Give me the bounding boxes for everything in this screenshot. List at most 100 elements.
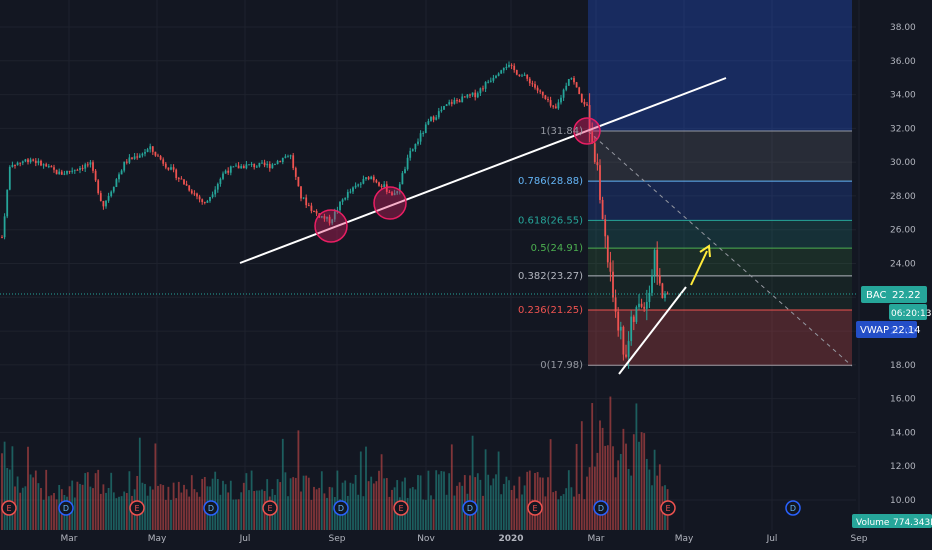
badge-symbol: BAC <box>866 290 887 301</box>
candle-body <box>146 149 149 152</box>
candle-body <box>144 151 146 154</box>
volume-bar <box>214 471 217 530</box>
volume-bar <box>198 496 201 530</box>
candle-body <box>53 167 55 170</box>
support-trendline[interactable] <box>239 77 727 264</box>
volume-bar <box>583 499 586 530</box>
volume-bar <box>523 485 526 530</box>
candle-body <box>664 293 666 299</box>
earnings-marker[interactable]: E <box>262 500 278 516</box>
volume-bar <box>614 477 617 530</box>
time-tick-label: Jul <box>239 534 251 544</box>
volume-bar <box>365 446 367 530</box>
candle-body <box>63 173 66 175</box>
time-axis[interactable]: Mar May Jul Sep Nov 2020 Mar May Jul Sep <box>61 534 868 544</box>
volume-bar <box>482 495 484 530</box>
candle-body <box>97 180 100 194</box>
fib-level-labels: 1(31.84) 0.786(28.88) 0.618(26.55) 0.5(24.9… <box>518 126 583 371</box>
candle-body <box>497 73 500 76</box>
candle-body <box>518 74 521 77</box>
dividend-marker[interactable]: D <box>333 500 349 516</box>
candle-body <box>172 167 175 170</box>
volume-bar <box>549 439 552 530</box>
dividend-marker[interactable]: D <box>462 500 478 516</box>
volume-bar <box>612 446 614 530</box>
candle-body <box>211 194 214 197</box>
candle-body <box>297 176 300 187</box>
touch-point-circle-1[interactable] <box>314 209 348 243</box>
fib-zone-05-0382 <box>588 248 852 276</box>
volume-bar <box>640 432 643 530</box>
projection-arrow[interactable] <box>690 244 711 286</box>
candle-body <box>409 150 412 158</box>
volume-bar <box>349 482 352 530</box>
dividend-marker[interactable]: D <box>203 500 219 516</box>
earnings-marker[interactable]: E <box>1 500 17 516</box>
symbol-price-badge[interactable]: BAC 22.22 <box>861 286 927 303</box>
touch-point-circle-3[interactable] <box>573 117 601 145</box>
rising-support-line[interactable] <box>618 286 687 375</box>
candle-body <box>554 106 557 109</box>
candle-body <box>606 236 609 263</box>
earnings-marker[interactable]: E <box>129 500 145 516</box>
candle-body <box>453 100 456 104</box>
candle-body <box>196 193 198 197</box>
candle-body <box>489 80 492 82</box>
volume-bar <box>313 486 315 530</box>
candle-body <box>253 163 256 168</box>
volume-bar <box>367 481 370 530</box>
volume-bar <box>110 472 113 530</box>
volume-bar <box>625 443 627 530</box>
volume-bar <box>248 490 250 530</box>
vwap-badge[interactable]: VWAP 22.14 <box>856 321 921 338</box>
volume-bar <box>45 469 48 530</box>
volume-bar <box>593 466 596 530</box>
price-axis[interactable]: 10.0012.0014.0016.0018.0020.0022.0024.00… <box>890 23 916 506</box>
price-tick-label: 34.00 <box>890 91 916 101</box>
dividend-marker[interactable]: D <box>593 500 609 516</box>
grid <box>0 0 860 530</box>
candle-body <box>619 326 622 331</box>
candle-body <box>185 184 188 186</box>
candle-body <box>227 170 230 173</box>
candle-body <box>346 192 349 198</box>
candle-body <box>242 166 245 169</box>
earnings-marker[interactable]: E <box>393 500 409 516</box>
candle-body <box>531 83 534 85</box>
candle-body <box>32 159 35 161</box>
volume-bar <box>554 490 557 530</box>
volume-badge[interactable]: Volume 774.343K <box>852 514 932 528</box>
volume-bar <box>409 488 412 530</box>
volume-bar <box>552 492 555 530</box>
volume-bar <box>222 480 224 530</box>
fibonacci-retracement[interactable] <box>588 0 852 366</box>
price-tick-label: 12.00 <box>890 462 916 472</box>
fib-zone-0382-0236 <box>588 276 852 310</box>
volume-bar <box>476 473 479 530</box>
earnings-marker[interactable]: E <box>660 500 676 516</box>
price-tick-label: 30.00 <box>890 158 916 168</box>
candlestick-series <box>1 61 669 369</box>
volume-bar <box>354 474 357 530</box>
dividend-marker[interactable]: D <box>785 500 801 516</box>
volume-bar <box>505 476 508 530</box>
earnings-marker[interactable]: E <box>527 500 543 516</box>
volume-bar <box>281 438 284 530</box>
volume-bar <box>557 499 560 530</box>
volume-bar <box>487 474 490 530</box>
volume-bar <box>73 497 76 530</box>
dividend-marker[interactable]: D <box>58 500 74 516</box>
candle-body <box>328 216 331 224</box>
touch-point-circle-2[interactable] <box>373 186 407 220</box>
time-tick-label: Jul <box>766 534 778 544</box>
candle-body <box>8 166 11 190</box>
candle-body <box>120 170 123 175</box>
candle-body <box>625 354 627 357</box>
candle-body <box>40 160 42 166</box>
candle-body <box>92 162 94 171</box>
volume-bar <box>162 485 165 530</box>
volume-bar <box>357 494 360 530</box>
projection-dashed-line[interactable] <box>587 130 853 367</box>
